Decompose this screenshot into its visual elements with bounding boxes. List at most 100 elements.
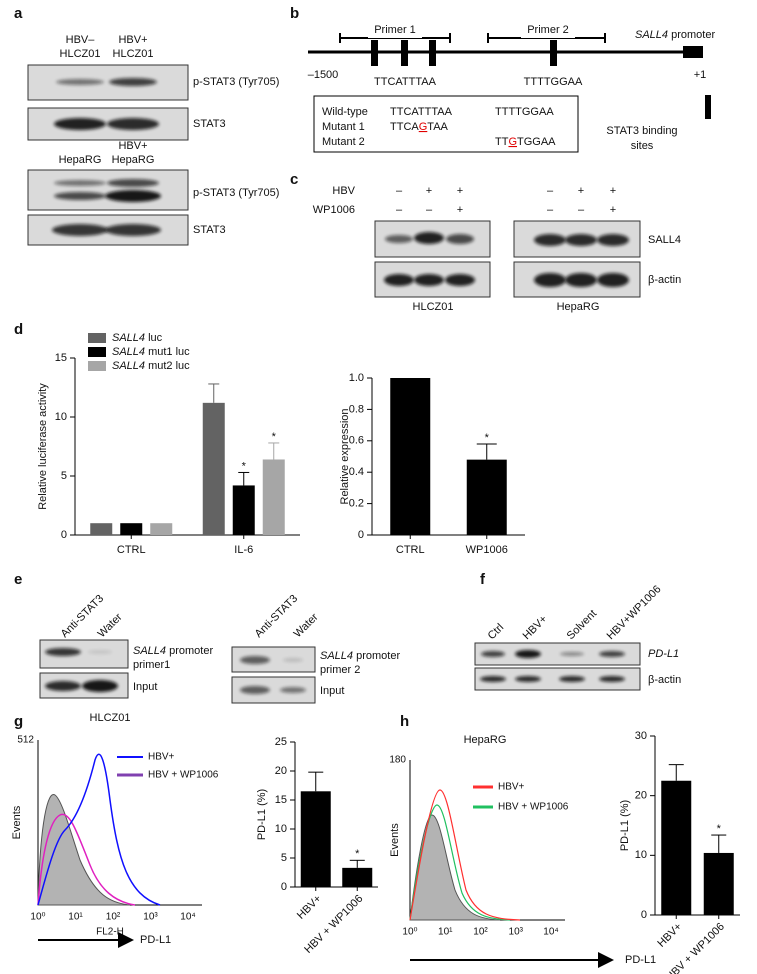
primer-label: Primer 1 [374, 24, 416, 36]
significance-mark: * [272, 431, 277, 443]
band [45, 648, 81, 656]
y-tick-label: 0 [358, 529, 364, 541]
bar [661, 780, 692, 915]
significance-mark: * [242, 460, 247, 472]
bar [120, 523, 143, 535]
bar [342, 867, 373, 887]
band [82, 680, 118, 692]
y-axis-label: Events [389, 823, 401, 857]
legend-label: HBV+ [498, 782, 525, 793]
lane-header: Ctrl [486, 622, 507, 643]
band [599, 676, 625, 682]
band [597, 273, 629, 287]
lane-header: HLCZ01 [60, 48, 101, 60]
row-name: Wild-type [322, 106, 368, 118]
legend-label: HBV+ [148, 752, 175, 763]
sequence-part: TGGAA [517, 136, 556, 148]
lane-header: HBV– [66, 34, 96, 46]
y-tick-label: 20 [635, 790, 647, 802]
y-tick-label: 10 [275, 823, 287, 835]
y-tick-label: 20 [275, 765, 287, 777]
sequence: TTGTGGAA [495, 136, 556, 148]
legend-swatch [88, 347, 106, 357]
cell-label: HepaRG [557, 301, 600, 313]
significance-mark: * [717, 823, 722, 835]
band [534, 273, 566, 287]
sign: + [610, 185, 616, 197]
panel-label: c [290, 171, 298, 188]
sequence-part: TAA [427, 121, 448, 133]
band [52, 224, 108, 236]
y-max-label: 512 [17, 735, 34, 746]
sign: – [396, 185, 403, 197]
x-tick-label: 10² [106, 912, 121, 923]
blot [513, 220, 641, 258]
band [105, 224, 161, 236]
legend-label: SALL4 luc [112, 332, 163, 344]
panel-label: g [14, 713, 23, 730]
lane-header: Water [96, 611, 125, 640]
significance-mark: * [485, 432, 490, 444]
blot [39, 639, 129, 669]
blot [27, 214, 189, 246]
sign: – [578, 204, 585, 216]
blot-label: SALL4 promoter [320, 650, 400, 662]
row-name: Mutant 1 [322, 121, 365, 133]
row-label: HBV [332, 185, 355, 197]
sign: – [396, 204, 403, 216]
blot-label: SALL4 promoter [133, 645, 213, 657]
lane-header: HepaRG [59, 154, 102, 166]
band [88, 650, 112, 654]
sign: + [610, 204, 616, 216]
sign: + [578, 185, 584, 197]
x-tick-label: CTRL [396, 544, 425, 556]
legend-label: STAT3 binding [606, 125, 677, 137]
y-tick-label: 5 [281, 852, 287, 864]
blot-background [27, 169, 189, 211]
sequence-part: TTCATTTAA [390, 106, 453, 118]
blot [39, 672, 129, 699]
x-tick-label: 10¹ [68, 912, 83, 923]
blot [231, 646, 316, 673]
legend-swatch [88, 333, 106, 343]
blot [474, 667, 641, 691]
significance-mark: * [355, 848, 360, 860]
y-tick-label: 1.0 [349, 372, 364, 384]
x-tick-label: 10⁰ [30, 912, 45, 923]
panel-label: f [480, 571, 486, 588]
band [107, 118, 159, 130]
legend-swatch [88, 361, 106, 371]
band [560, 652, 584, 656]
sequence: TTCAGTAA [390, 121, 449, 133]
lane-header: HBV+WP1006 [605, 583, 664, 642]
band [480, 676, 506, 682]
blot [374, 261, 491, 298]
bar [232, 485, 255, 535]
bar [466, 459, 507, 535]
y-tick-label: 15 [55, 352, 67, 364]
sequence-part: TT [495, 136, 509, 148]
blot-label: STAT3 [193, 224, 226, 236]
blot [513, 261, 641, 298]
blot-label: primer1 [133, 659, 170, 671]
label-bg [368, 22, 422, 38]
position-label: +1 [694, 69, 707, 81]
x-tick-label: 10¹ [438, 927, 453, 938]
panel-label: b [290, 5, 299, 22]
x-tick-label: 10² [473, 927, 488, 938]
band [280, 687, 306, 693]
blot [474, 642, 641, 666]
y-max-label: 180 [389, 755, 406, 766]
band [565, 234, 597, 246]
bar [202, 402, 225, 535]
sign: + [457, 185, 463, 197]
lane-header: HBV+ [118, 34, 147, 46]
bar [390, 378, 431, 535]
blot-background [474, 642, 641, 666]
band [107, 179, 159, 187]
y-axis-label: Events [11, 805, 23, 839]
blot [231, 676, 316, 704]
sign: – [426, 204, 433, 216]
bar [703, 852, 734, 915]
